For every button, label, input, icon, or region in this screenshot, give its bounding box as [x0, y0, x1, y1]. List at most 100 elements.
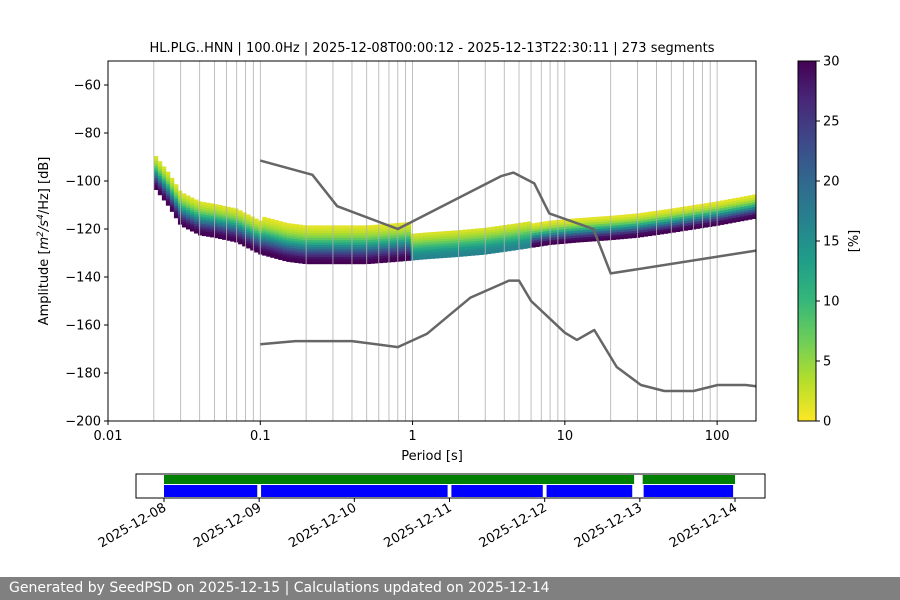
psd-bin: [458, 246, 464, 250]
y-axis-label-unit-mid: /s: [37, 220, 52, 232]
psd-bin: [286, 244, 291, 248]
psd-bin: [165, 195, 171, 199]
psd-bin: [583, 239, 588, 242]
psd-bin: [398, 241, 404, 245]
psd-bin: [507, 246, 512, 249]
psd-bin: [286, 239, 291, 243]
psd-bin: [298, 224, 303, 228]
psd-bin: [326, 256, 331, 260]
psd-bin: [647, 233, 653, 237]
psd-bin: [675, 212, 681, 216]
psd-bin: [318, 237, 323, 241]
psd-bin: [334, 232, 339, 236]
psd-bin: [206, 205, 211, 208]
timeline-date-ticks: 2025-12-08 2025-12-09 2025-12-10 2025-12-11…: [96, 498, 740, 551]
psd-bin: [679, 206, 685, 210]
psd-bin: [382, 231, 388, 235]
psd-bin: [430, 232, 436, 235]
psd-bin: [735, 197, 741, 201]
psd-bin: [262, 245, 267, 249]
psd-bin: [667, 216, 673, 219]
psd-bin: [222, 234, 227, 238]
psd-bin: [611, 215, 616, 219]
psd-bin: [723, 221, 729, 225]
psd-bin: [346, 247, 351, 250]
psd-bin: [314, 232, 319, 236]
psd-bin: [591, 224, 596, 228]
psd-bin: [274, 236, 279, 240]
psd-bin: [470, 233, 476, 237]
psd-bin: [511, 238, 516, 242]
psd-bin: [499, 247, 504, 250]
psd-bin: [543, 238, 548, 241]
psd-bin: [358, 230, 363, 233]
psd-bin: [462, 241, 468, 245]
psd-bin: [362, 251, 367, 255]
psd-bin: [266, 222, 271, 226]
psd-bin: [535, 234, 540, 238]
psd-bin: [414, 233, 420, 237]
psd-bin: [438, 231, 444, 235]
psd-bin: [342, 256, 347, 260]
psd-bin: [390, 232, 396, 236]
psd-bin: [434, 236, 440, 240]
psd-bin: [290, 252, 295, 256]
psd-bin: [410, 255, 416, 259]
y-tick-label: −140: [65, 271, 101, 286]
psd-bin: [254, 237, 259, 241]
psd-bin: [246, 240, 251, 244]
psd-bin: [354, 256, 359, 260]
psd-bin: [165, 178, 171, 182]
psd-bin: [591, 217, 596, 220]
psd-bin: [438, 253, 444, 256]
psd-bin: [222, 222, 227, 226]
psd-bin: [310, 227, 315, 231]
psd-bin: [531, 237, 536, 241]
psd-bin: [619, 226, 624, 230]
psd-bin: [306, 242, 311, 245]
psd-bin: [278, 228, 283, 232]
timeline-date-label: 2025-12-13: [572, 500, 645, 551]
psd-bin: [218, 212, 223, 216]
psd-bin: [523, 241, 528, 245]
psd-bin: [563, 238, 568, 242]
psd-bin: [507, 234, 512, 237]
psd-bin: [611, 222, 616, 226]
x-tick-label: 100: [705, 429, 730, 444]
psd-bin: [214, 208, 219, 212]
psd-bin: [302, 232, 307, 236]
psd-bin: [222, 232, 227, 236]
psd-bin: [346, 227, 351, 231]
psd-bin: [663, 216, 669, 220]
psd-bin: [719, 202, 725, 206]
psd-bin: [507, 238, 512, 242]
psd-bin: [278, 257, 283, 260]
psd-bin: [587, 222, 592, 225]
psd-bin: [310, 242, 315, 245]
psd-bin: [735, 216, 741, 220]
psd-bin: [583, 229, 588, 233]
psd-bin: [282, 234, 287, 238]
psd-bin: [679, 223, 685, 227]
psd-bin: [623, 216, 628, 220]
psd-bin: [691, 226, 697, 230]
psd-bin: [206, 214, 211, 218]
psd-bin: [591, 219, 596, 223]
psd-bin: [571, 237, 576, 241]
psd-bin: [218, 226, 223, 230]
psd-bin: [418, 249, 424, 253]
psd-bin: [567, 226, 572, 229]
psd-bin: [270, 247, 275, 251]
psd-bin: [382, 245, 388, 249]
psd-bin: [418, 237, 424, 241]
psd-bin: [262, 250, 267, 254]
psd-bin: [547, 232, 552, 236]
psd-bin: [474, 250, 480, 253]
psd-bin: [290, 230, 295, 234]
psd-bin: [651, 218, 657, 222]
psd-bin: [214, 228, 219, 231]
psd-bin: [450, 252, 456, 255]
psd-bin: [278, 221, 283, 224]
psd-bin: [222, 213, 227, 216]
psd-bin: [374, 253, 380, 257]
